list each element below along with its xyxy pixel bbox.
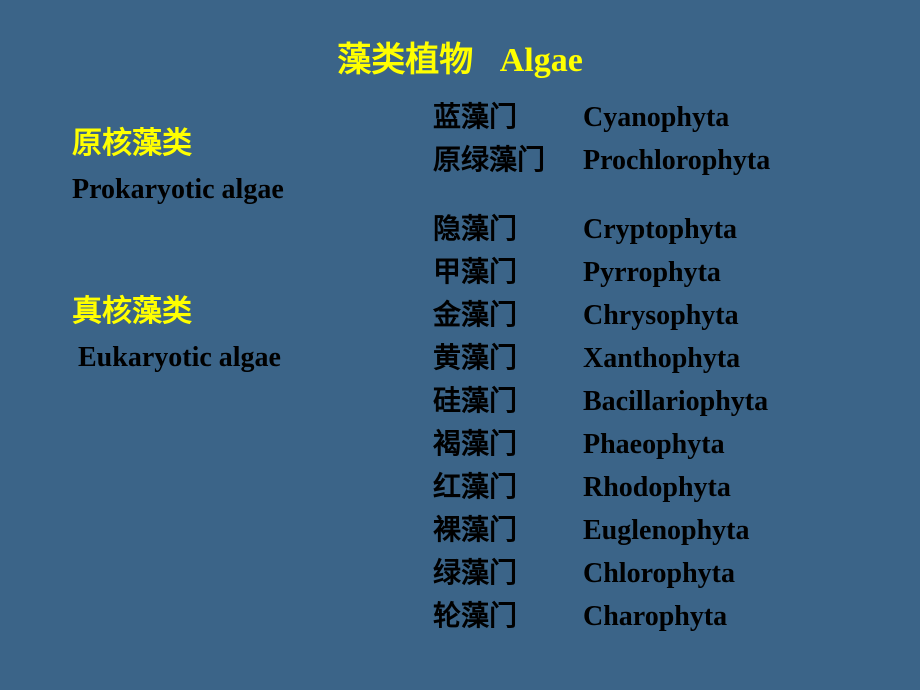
phylum-cn: 黄藻门	[433, 344, 583, 372]
slide-title: 藻类植物 Algae	[0, 32, 920, 81]
group-eukaryotic: 真核藻类 Eukaryotic algae	[72, 286, 281, 374]
phylum-en: Cyanophyta	[583, 104, 729, 132]
phylum-en: Chlorophyta	[583, 560, 735, 588]
phylum-en: Phaeophyta	[583, 431, 725, 459]
phylum-cn: 裸藻门	[433, 516, 583, 544]
phylum-en: Rhodophyta	[583, 474, 731, 502]
list-item: 甲藻门 Pyrrophyta	[433, 258, 770, 287]
title-cn: 藻类植物	[337, 41, 473, 79]
phylum-cn: 隐藻门	[433, 215, 583, 243]
list-item: 黄藻门 Xanthophyta	[433, 344, 770, 373]
list-item: 绿藻门 Chlorophyta	[433, 559, 770, 588]
phyla-list: 蓝藻门 Cyanophyta 原绿藻门 Prochlorophyta 隐藻门 C…	[433, 103, 770, 645]
phylum-cn: 绿藻门	[433, 559, 583, 587]
list-item: 隐藻门 Cryptophyta	[433, 215, 770, 244]
phylum-cn: 甲藻门	[433, 258, 583, 286]
title-en: Algae	[500, 42, 583, 79]
group-heading-cn: 原核藻类	[72, 118, 284, 162]
group-heading-cn: 真核藻类	[72, 286, 281, 330]
phylum-cn: 原绿藻门	[433, 146, 583, 174]
list-item: 红藻门 Rhodophyta	[433, 473, 770, 502]
list-item: 褐藻门 Phaeophyta	[433, 430, 770, 459]
phylum-cn: 轮藻门	[433, 602, 583, 630]
list-item: 裸藻门 Euglenophyta	[433, 516, 770, 545]
group-heading-en: Eukaryotic algae	[78, 342, 281, 374]
phylum-en: Bacillariophyta	[583, 388, 768, 416]
phylum-cn: 蓝藻门	[433, 103, 583, 131]
group-gap	[433, 189, 770, 215]
list-item: 轮藻门 Charophyta	[433, 602, 770, 631]
group-heading-en: Prokaryotic algae	[72, 174, 284, 206]
list-item: 硅藻门 Bacillariophyta	[433, 387, 770, 416]
phylum-en: Charophyta	[583, 603, 727, 631]
slide: 藻类植物 Algae 原核藻类 Prokaryotic algae 真核藻类 E…	[0, 0, 920, 690]
phylum-en: Xanthophyta	[583, 345, 740, 373]
phylum-cn: 金藻门	[433, 301, 583, 329]
phylum-cn: 褐藻门	[433, 430, 583, 458]
list-item: 金藻门 Chrysophyta	[433, 301, 770, 330]
list-item: 原绿藻门 Prochlorophyta	[433, 146, 770, 175]
phylum-en: Euglenophyta	[583, 517, 750, 545]
phylum-en: Chrysophyta	[583, 302, 739, 330]
group-prokaryotic: 原核藻类 Prokaryotic algae	[72, 118, 284, 206]
phylum-en: Prochlorophyta	[583, 147, 770, 175]
list-item: 蓝藻门 Cyanophyta	[433, 103, 770, 132]
phylum-cn: 红藻门	[433, 473, 583, 501]
phylum-cn: 硅藻门	[433, 387, 583, 415]
phylum-en: Cryptophyta	[583, 216, 737, 244]
phylum-en: Pyrrophyta	[583, 259, 721, 287]
